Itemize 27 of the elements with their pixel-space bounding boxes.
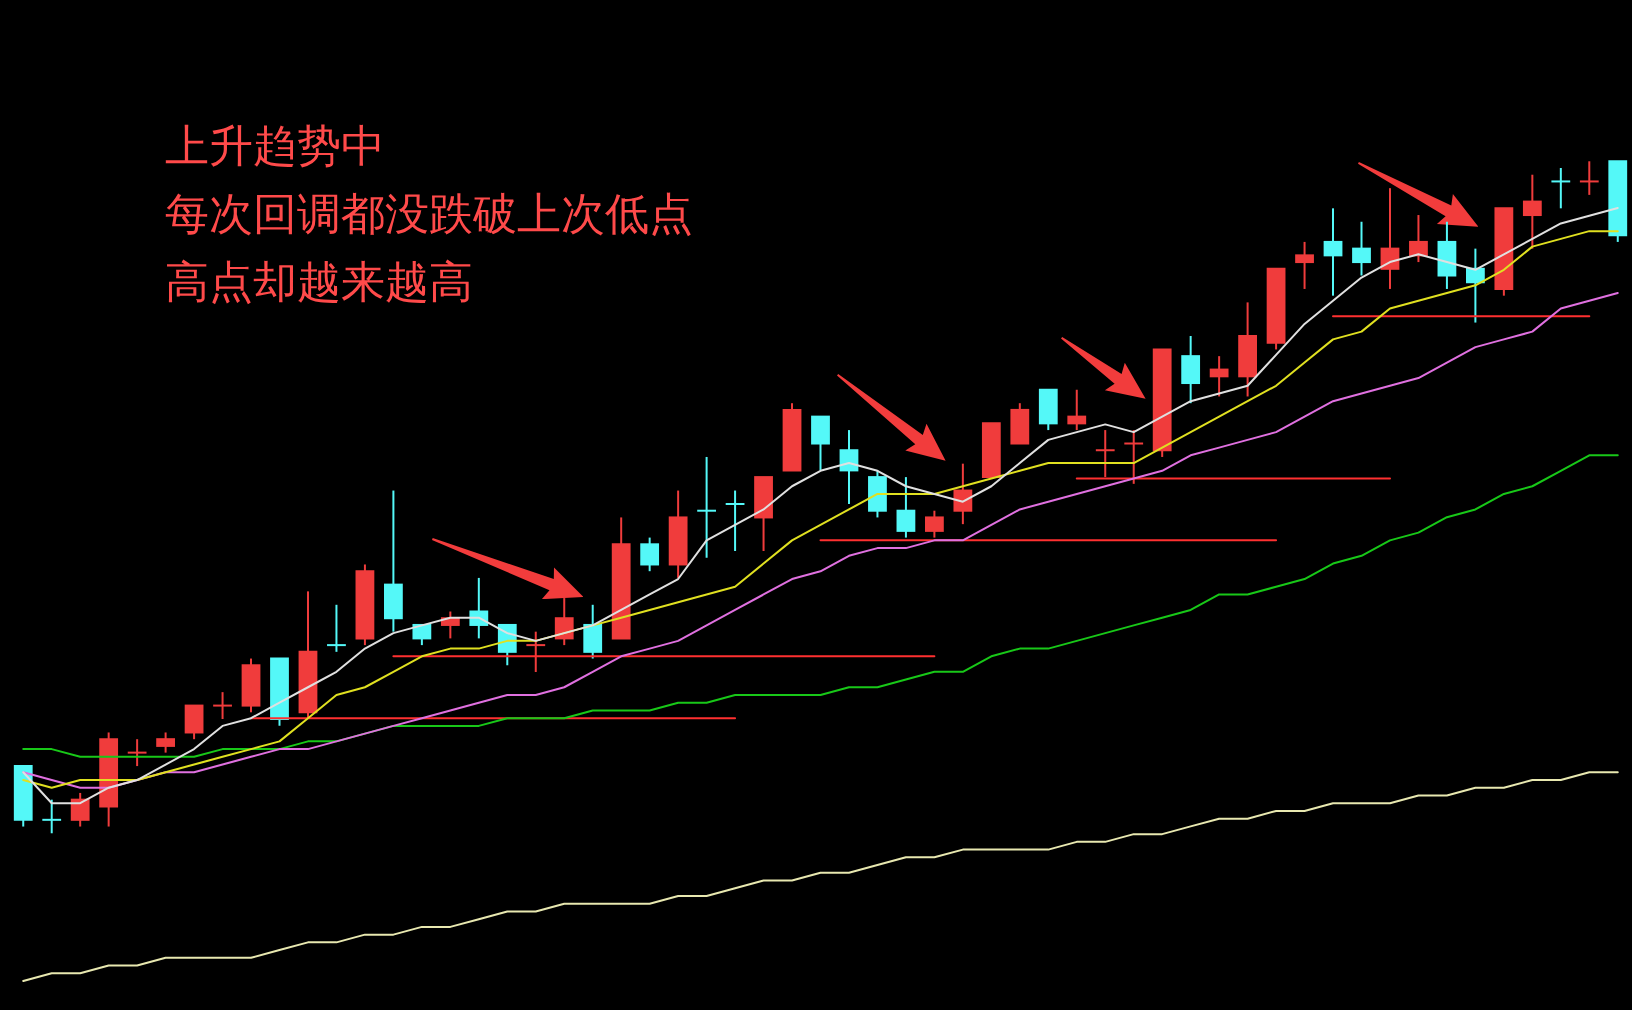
annotation: 每次回调都没跌破上次低点 xyxy=(165,187,693,241)
candlestick xyxy=(953,462,973,526)
candlestick xyxy=(1067,388,1087,432)
annotation: 上升趋势中 xyxy=(165,119,386,173)
candlestick xyxy=(1209,355,1229,398)
candlestick xyxy=(1352,220,1371,277)
candlestick xyxy=(213,691,232,721)
candlestick xyxy=(526,630,546,673)
candlestick xyxy=(697,455,716,559)
candlestick xyxy=(1124,429,1144,485)
candlestick xyxy=(725,489,745,553)
candlestick xyxy=(127,738,147,768)
candlestick xyxy=(1551,167,1571,210)
candlestick xyxy=(896,476,916,539)
candlestick xyxy=(640,536,660,573)
candlestick xyxy=(925,509,944,539)
candlestick xyxy=(1323,207,1343,297)
candlestick xyxy=(42,798,62,835)
candlestick xyxy=(70,791,90,828)
candlestick xyxy=(156,731,175,754)
candlestick xyxy=(1579,160,1599,196)
annotation: 高点却越来越高 xyxy=(165,255,474,309)
candlestick xyxy=(327,603,346,653)
candlestick xyxy=(1522,173,1542,250)
candlestick xyxy=(554,597,574,647)
candlestick xyxy=(1095,429,1115,479)
candlestick xyxy=(1295,240,1314,290)
